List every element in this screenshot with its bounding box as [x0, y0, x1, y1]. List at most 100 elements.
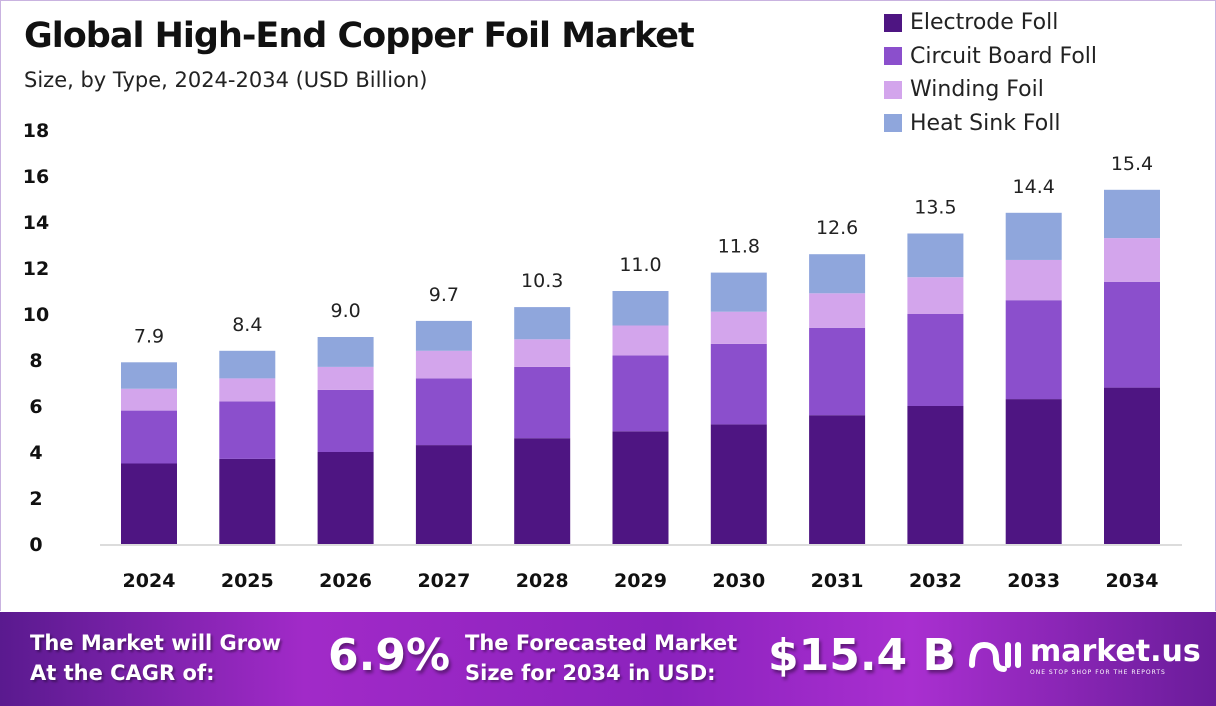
bar-segment-heat-sink-foll — [121, 362, 177, 389]
chart-subtitle: Size, by Type, 2024-2034 (USD Billion) — [24, 68, 428, 92]
logo-icon — [969, 641, 1021, 672]
bar-segment-winding-foil — [317, 366, 374, 390]
bar-segment-heat-sink-foll — [612, 291, 669, 326]
chart-title: Global High-End Copper Foil Market — [24, 16, 695, 56]
total-label: 9.0 — [330, 300, 360, 322]
cagr-value: 6.9% — [328, 630, 451, 681]
legend-swatch — [884, 80, 902, 99]
bar-segment-electrode-foll — [907, 406, 964, 544]
total-label: 13.5 — [914, 197, 956, 219]
total-label: 10.3 — [521, 270, 563, 292]
bar-segment-electrode-foll — [219, 458, 276, 544]
total-label: 14.4 — [1013, 176, 1055, 198]
legend-label: Circuit Board Foll — [910, 43, 1098, 69]
bar-segment-electrode-foll — [1005, 399, 1062, 544]
bar-segment-heat-sink-foll — [809, 254, 866, 294]
bar-segment-winding-foil — [809, 293, 866, 328]
legend-swatch — [884, 13, 902, 32]
legend-item: Heat Sink Foll — [884, 107, 1097, 141]
bar-segment-winding-foil — [907, 277, 964, 314]
cagr-label: The Market will Grow At the CAGR of: — [30, 628, 281, 688]
bar-segment-electrode-foll — [809, 415, 866, 544]
bar-segment-circuit-board-foll — [809, 327, 866, 416]
x-tick-label: 2028 — [516, 570, 569, 592]
forecast-label-line1: The Forecasted Market — [465, 631, 738, 655]
y-tick-label: 4 — [29, 442, 42, 464]
legend-label: Heat Sink Foll — [910, 110, 1061, 136]
bar-segment-heat-sink-foll — [1005, 212, 1062, 260]
bar-segment-heat-sink-foll — [710, 272, 767, 312]
cagr-label-line1: The Market will Grow — [30, 631, 281, 655]
total-label: 11.0 — [619, 254, 661, 276]
total-label: 11.8 — [718, 236, 760, 258]
bar-segment-winding-foil — [415, 350, 472, 379]
bar-segment-circuit-board-foll — [1005, 300, 1062, 400]
forecast-label: The Forecasted Market Size for 2034 in U… — [465, 628, 737, 688]
bar-segment-electrode-foll — [415, 445, 472, 544]
x-tick-label: 2027 — [417, 570, 470, 592]
stacked-bar-chart: 0 2 4 6 8 10 12 14 16 18 7.9 2024 8.4 2025 9.0 2026 9.7 2… — [23, 120, 1182, 592]
legend-item: Electrode Foll — [884, 6, 1097, 40]
bar-segment-circuit-board-foll — [1104, 281, 1160, 388]
legend-label: Winding Foil — [910, 77, 1044, 103]
y-tick-label: 18 — [23, 120, 49, 142]
legend-swatch — [884, 47, 902, 66]
bar-segment-circuit-board-foll — [710, 343, 767, 425]
bar-segment-circuit-board-foll — [317, 389, 374, 452]
bar-segment-electrode-foll — [1104, 387, 1160, 544]
total-label: 9.7 — [429, 284, 459, 306]
bar-segment-circuit-board-foll — [612, 355, 669, 432]
x-tick-label: 2026 — [319, 570, 372, 592]
bar-segment-circuit-board-foll — [121, 410, 177, 464]
y-tick-label: 0 — [29, 534, 42, 556]
bar-segment-electrode-foll — [514, 438, 571, 544]
bar-segment-winding-foil — [121, 388, 177, 411]
bar-segment-winding-foil — [514, 339, 571, 367]
legend-item: Circuit Board Foll — [884, 40, 1097, 74]
bar-segment-electrode-foll — [612, 431, 669, 544]
bar-segment-circuit-board-foll — [415, 378, 472, 446]
market-us-logo: market.us ONE STOP SHOP FOR THE REPORTS — [968, 634, 1201, 676]
legend: Electrode Foll Circuit Board Foll Winding … — [884, 6, 1097, 140]
y-tick-label: 12 — [23, 258, 49, 280]
x-tick-label: 2032 — [909, 570, 962, 592]
y-tick-label: 6 — [29, 396, 42, 418]
bar-segment-heat-sink-foll — [415, 320, 472, 351]
legend-swatch — [884, 114, 902, 133]
x-tick-label: 2025 — [221, 570, 274, 592]
bar-segment-winding-foil — [1104, 238, 1160, 282]
bar-segment-heat-sink-foll — [514, 307, 571, 340]
brand-name: market.us — [1030, 634, 1201, 669]
bar-segment-electrode-foll — [121, 463, 177, 544]
bar-segment-winding-foil — [219, 378, 276, 402]
y-tick-label: 14 — [23, 212, 49, 234]
bar-segment-winding-foil — [1005, 259, 1062, 301]
legend-item: Winding Foil — [884, 73, 1097, 107]
x-tick-label: 2031 — [811, 570, 864, 592]
x-tick-label: 2029 — [614, 570, 667, 592]
forecast-value: $15.4 B — [768, 630, 957, 681]
bar-segment-winding-foil — [612, 325, 669, 356]
bar-segment-electrode-foll — [710, 424, 767, 544]
x-tick-label: 2030 — [712, 570, 765, 592]
total-label: 8.4 — [232, 314, 262, 336]
bar-segment-heat-sink-foll — [1104, 189, 1160, 239]
total-label: 7.9 — [134, 325, 164, 347]
legend-label: Electrode Foll — [910, 10, 1059, 36]
y-tick-label: 10 — [23, 304, 49, 326]
total-label: 12.6 — [816, 217, 858, 239]
bar-segment-heat-sink-foll — [219, 350, 276, 379]
y-tick-label: 8 — [29, 350, 42, 372]
total-label: 15.4 — [1111, 153, 1153, 175]
bar-segment-circuit-board-foll — [514, 366, 571, 439]
bar-segment-electrode-foll — [317, 452, 374, 544]
bar-segment-heat-sink-foll — [317, 337, 374, 367]
bar-segment-circuit-board-foll — [907, 314, 964, 406]
footer-banner: The Market will Grow At the CAGR of: 6.9… — [0, 612, 1216, 706]
bar-segment-heat-sink-foll — [907, 233, 964, 278]
x-tick-label: 2024 — [123, 570, 176, 592]
brand-tagline: ONE STOP SHOP FOR THE REPORTS — [1030, 669, 1166, 676]
bar-segment-circuit-board-foll — [219, 401, 276, 459]
y-tick-label: 2 — [29, 488, 42, 510]
y-tick-label: 16 — [23, 166, 49, 188]
